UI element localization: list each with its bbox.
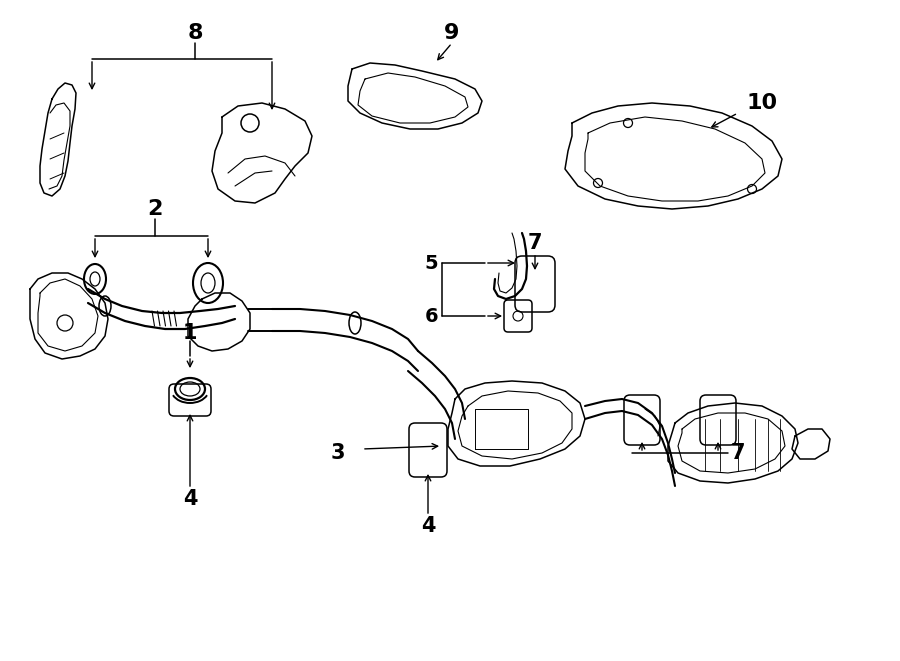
Text: 7: 7 — [527, 233, 542, 253]
Text: 7: 7 — [731, 443, 745, 463]
Text: 10: 10 — [746, 93, 778, 113]
Text: 4: 4 — [421, 516, 436, 536]
Text: 1: 1 — [183, 323, 197, 343]
Text: 8: 8 — [187, 23, 202, 43]
Text: 2: 2 — [148, 199, 163, 219]
Text: 6: 6 — [425, 307, 438, 325]
Text: 4: 4 — [183, 489, 197, 509]
Text: 3: 3 — [331, 443, 346, 463]
Text: 5: 5 — [425, 254, 438, 272]
Text: 9: 9 — [445, 23, 460, 43]
